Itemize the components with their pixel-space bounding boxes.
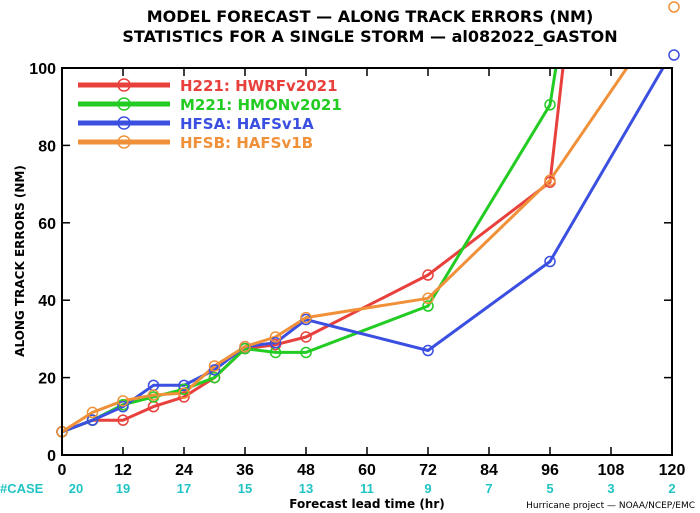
data-point [147,389,160,401]
series-layer [56,1,680,438]
case-counts: 20 19 17 15 13 11 9 7 5 3 2 [69,481,676,496]
x-tick-label: 60 [358,462,376,479]
data-point [300,346,312,359]
data-point [178,391,190,403]
x-tick-label: 108 [598,462,625,479]
data-point [269,331,282,343]
series-line-3 [62,68,629,434]
y-tick-label: 0 [47,448,56,465]
y-tick-label: 80 [38,138,56,155]
y-axis-ticks: 0 20 40 60 80 100 [29,61,672,465]
case-count: 20 [69,481,83,496]
y-tick-label: 100 [29,61,56,78]
y-tick-label: 60 [38,216,56,233]
data-point [544,174,556,186]
y-tick-label: 40 [38,293,56,310]
legend-marker [117,135,131,149]
case-count: 2 [668,481,675,496]
data-point [544,99,556,111]
series-line-0 [62,68,565,434]
chart-subtitle: STATISTICS FOR A SINGLE STORM — al082022… [122,27,617,46]
x-tick-label: 72 [419,462,437,479]
data-point-overflow [668,49,680,61]
x-tick-label: 48 [297,462,315,479]
data-point [239,340,251,353]
data-point [86,406,99,419]
series-line-1 [62,68,558,434]
legend-marker [117,97,131,111]
data-point [178,387,190,399]
legend-marker [117,78,131,92]
data-point [208,371,221,384]
x-tick-label: 120 [659,462,686,479]
case-label: #CASE [0,481,44,496]
case-count: 17 [177,481,191,496]
data-point [422,292,434,305]
data-point [178,383,190,395]
credit-text: Hurricane project — NOAA/NCEP/EMC [526,501,695,511]
data-point [422,269,434,281]
data-point-overflow [668,1,680,13]
case-count: 13 [299,481,313,496]
series-clip-group [62,68,665,434]
x-tick-label: 0 [58,462,67,479]
data-point [300,331,312,343]
data-point [300,311,312,324]
case-count: 5 [546,481,553,496]
y-tick-label: 20 [38,371,56,388]
data-point [117,395,129,407]
data-point [178,379,190,392]
x-tick-label: 24 [175,462,193,479]
data-point [269,337,282,349]
case-count: 7 [485,481,492,496]
data-point [117,414,129,426]
data-point [544,255,556,268]
x-tick-label: 84 [480,462,498,479]
x-tick-label: 96 [541,462,559,479]
x-axis-label: Forecast lead time (hr) [289,497,445,511]
case-count: 3 [607,481,614,496]
series-line-2 [62,68,665,434]
legend-label: H221: HWRFv2021 [180,77,338,95]
case-count: 19 [116,481,130,496]
case-count: 11 [360,481,374,496]
x-tick-label: 12 [114,462,132,479]
chart-title: MODEL FORECAST — ALONG TRACK ERRORS (NM) [147,7,594,26]
x-axis-ticks: 0 12 24 36 48 60 72 84 96 108 120 [58,68,686,479]
legend-label: HFSA: HAFSv1A [180,115,314,133]
data-point [422,300,434,312]
case-count: 15 [238,481,252,496]
data-point [422,344,434,357]
legend-label: M221: HMONv2021 [180,96,342,114]
x-tick-label: 36 [236,462,254,479]
legend-marker [117,116,131,130]
data-point [208,360,221,372]
y-axis-label: ALONG TRACK ERRORS (NM) [13,165,27,357]
data-point [117,400,129,413]
case-count: 9 [424,481,431,496]
data-point [208,364,221,376]
data-point [86,414,99,426]
legend-label: HFSB: HAFSv1B [180,134,313,152]
